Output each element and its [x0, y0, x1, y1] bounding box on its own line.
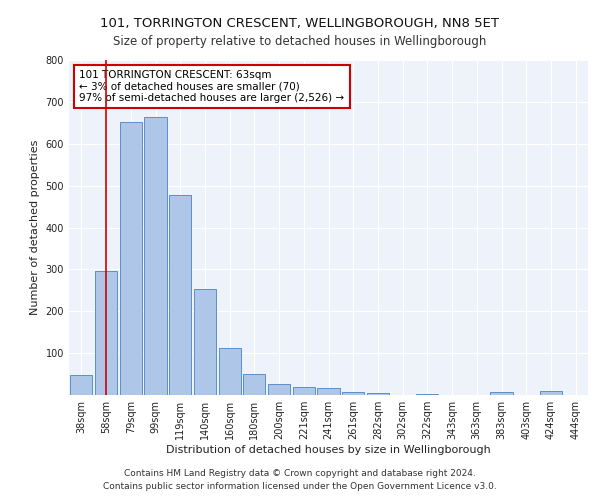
Bar	[317, 388, 340, 395]
Bar	[145, 118, 167, 395]
Y-axis label: Number of detached properties: Number of detached properties	[30, 140, 40, 315]
Bar	[540, 391, 562, 395]
Text: Size of property relative to detached houses in Wellingborough: Size of property relative to detached ho…	[113, 35, 487, 48]
Bar	[342, 392, 364, 395]
Bar	[218, 348, 241, 395]
Bar	[70, 376, 92, 395]
Bar	[119, 122, 142, 395]
Bar	[490, 392, 512, 395]
Text: 101, TORRINGTON CRESCENT, WELLINGBOROUGH, NN8 5ET: 101, TORRINGTON CRESCENT, WELLINGBOROUGH…	[101, 18, 499, 30]
Text: Contains HM Land Registry data © Crown copyright and database right 2024.: Contains HM Land Registry data © Crown c…	[124, 468, 476, 477]
Text: 101 TORRINGTON CRESCENT: 63sqm
← 3% of detached houses are smaller (70)
97% of s: 101 TORRINGTON CRESCENT: 63sqm ← 3% of d…	[79, 70, 344, 103]
Bar	[194, 290, 216, 395]
Bar	[416, 394, 439, 395]
Bar	[293, 388, 315, 395]
Bar	[243, 374, 265, 395]
Bar	[268, 384, 290, 395]
Bar	[95, 272, 117, 395]
Text: Contains public sector information licensed under the Open Government Licence v3: Contains public sector information licen…	[103, 482, 497, 491]
Bar	[367, 393, 389, 395]
X-axis label: Distribution of detached houses by size in Wellingborough: Distribution of detached houses by size …	[166, 445, 491, 455]
Bar	[169, 195, 191, 395]
